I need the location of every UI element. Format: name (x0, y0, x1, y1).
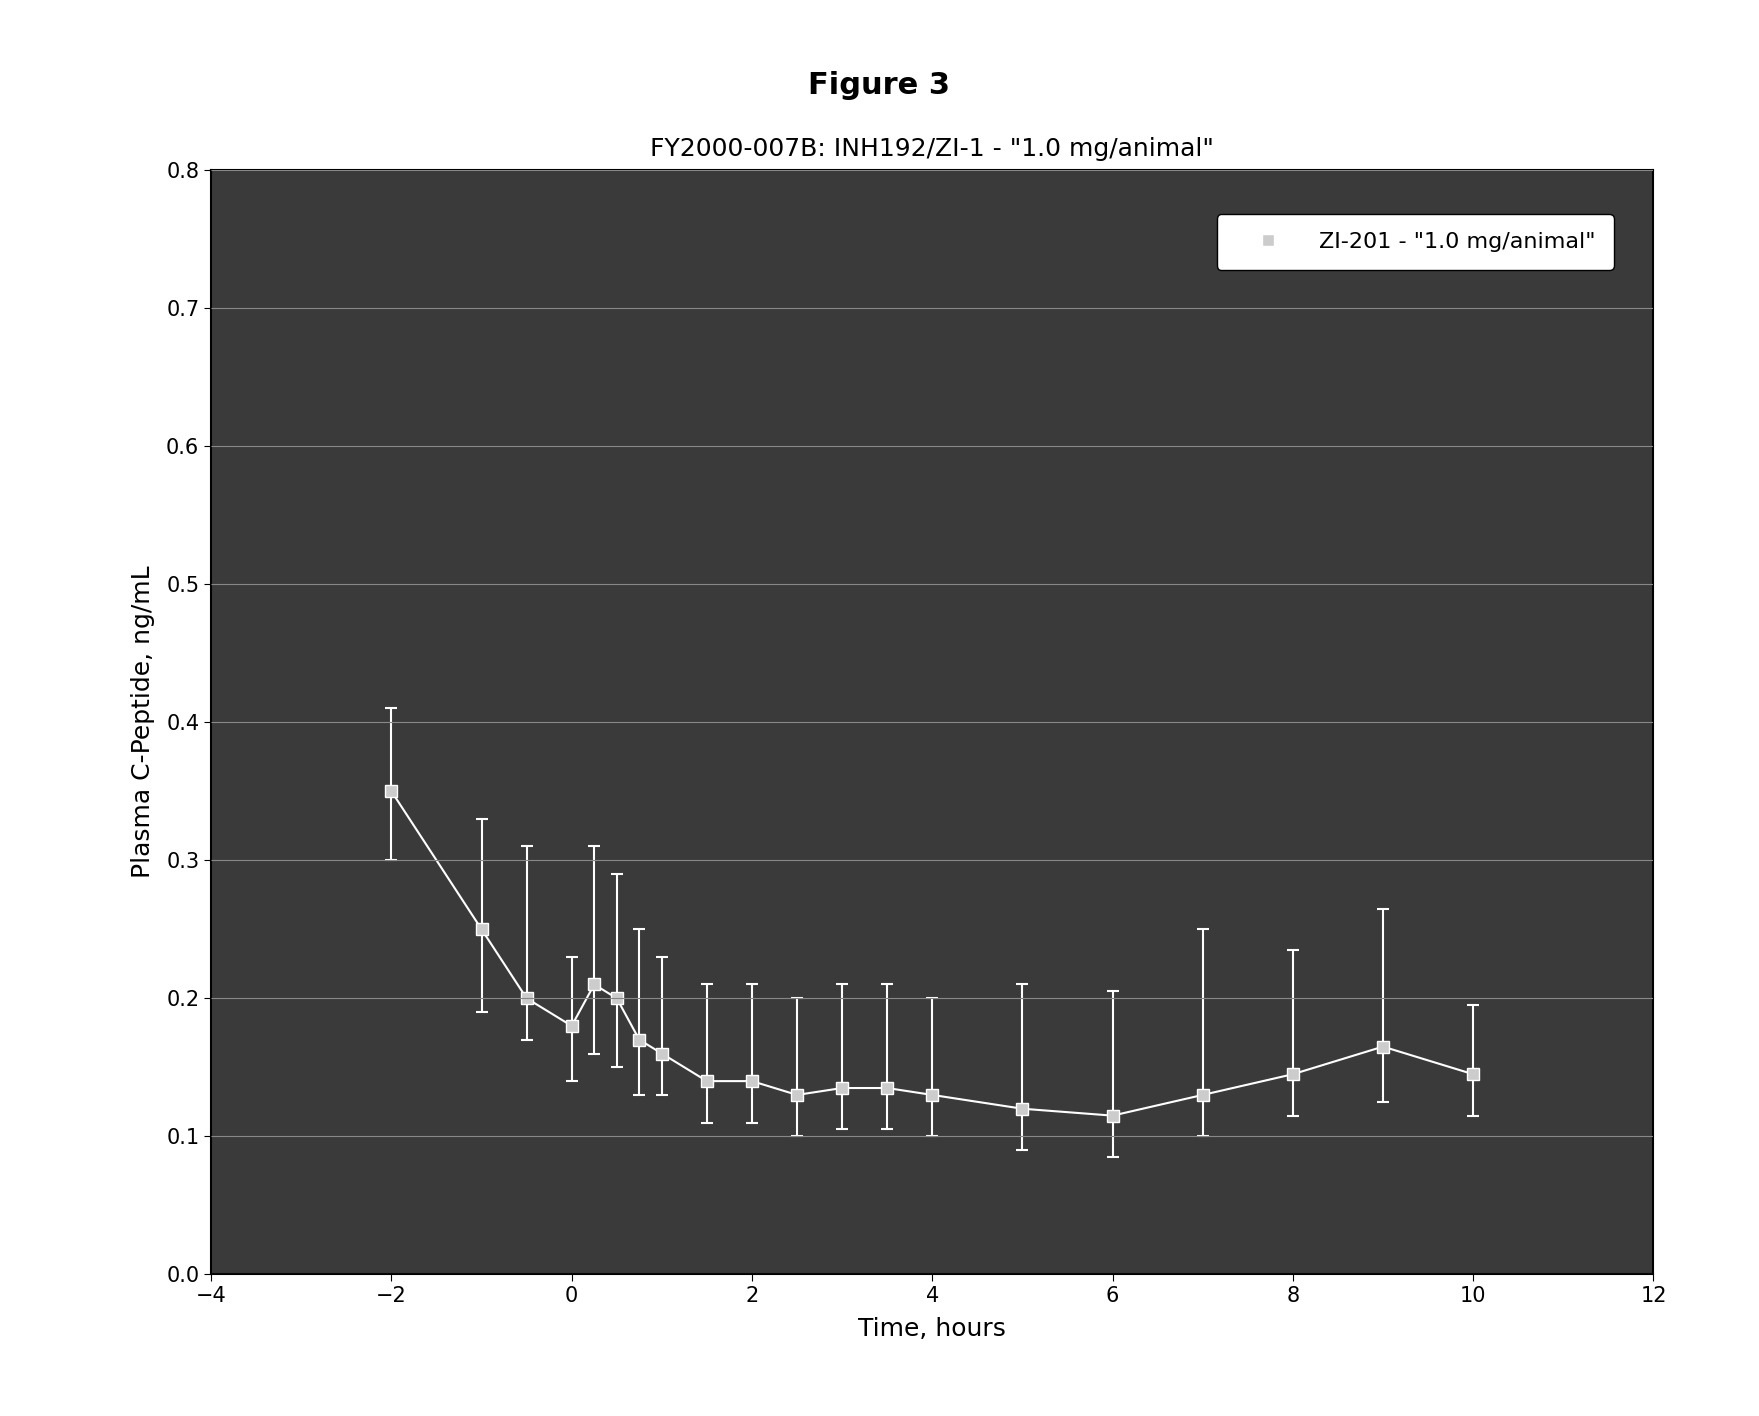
Text: Figure 3: Figure 3 (809, 71, 950, 99)
X-axis label: Time, hours: Time, hours (858, 1317, 1006, 1341)
Title: FY2000-007B: INH192/ZI-1 - "1.0 mg/animal": FY2000-007B: INH192/ZI-1 - "1.0 mg/anima… (651, 137, 1214, 161)
Y-axis label: Plasma C-Peptide, ng/mL: Plasma C-Peptide, ng/mL (130, 566, 155, 878)
Legend: ZI-201 - "1.0 mg/animal": ZI-201 - "1.0 mg/animal" (1217, 214, 1613, 269)
